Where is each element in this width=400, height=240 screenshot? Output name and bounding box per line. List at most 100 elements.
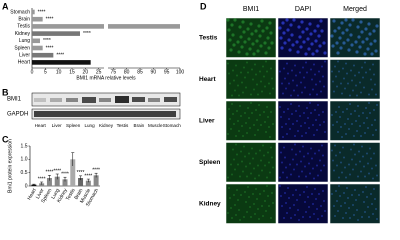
micrograph-speckle <box>365 186 367 188</box>
micrograph-speckle <box>295 110 297 112</box>
micrograph-speckle <box>283 67 285 70</box>
micrograph-speckle <box>318 149 320 152</box>
micrograph-speckle <box>262 215 264 217</box>
micrograph-speckle <box>372 63 374 66</box>
bar <box>32 16 43 22</box>
micrograph-speckle <box>341 136 343 138</box>
micrograph-speckle <box>334 65 336 68</box>
micrograph-speckle <box>344 166 346 169</box>
micrograph-speckle <box>291 148 293 151</box>
micrograph-speckle <box>371 167 373 170</box>
micrograph-speckle <box>268 205 270 207</box>
figure: A B C D 0 5 10 15 20 25 75 80 85 90 95 100 BMI1 mRNA… <box>2 1 381 224</box>
micrograph-speckle <box>271 192 273 194</box>
micrograph-speckle <box>231 94 233 97</box>
lane-label: Stomach <box>163 123 182 128</box>
micrograph-speckle <box>338 176 340 179</box>
micrograph-speckle <box>337 131 339 133</box>
micrograph-speckle <box>250 32 254 36</box>
micrograph-speckle <box>236 74 238 77</box>
bar <box>108 24 180 29</box>
micrograph-speckle <box>322 190 324 192</box>
micrograph-speckle <box>331 44 335 48</box>
micrograph-speckle <box>370 193 372 195</box>
micrograph-speckle <box>260 80 262 83</box>
micrograph-speckle <box>332 19 336 23</box>
micrograph-speckle <box>331 114 333 116</box>
micrograph-speckle <box>291 69 293 72</box>
micrograph-speckle <box>255 188 257 190</box>
micrograph-speckle <box>367 22 371 26</box>
y-tick-label: 0.5 <box>21 170 28 176</box>
micrograph-speckle <box>242 30 246 34</box>
micrograph-speckle <box>366 117 368 119</box>
micrograph-speckle <box>272 202 274 204</box>
x-tick-label: Testis <box>65 187 77 202</box>
micrograph-speckle <box>338 185 340 187</box>
micrograph-speckle <box>316 24 320 28</box>
micrograph-speckle <box>272 123 274 125</box>
micrograph-speckle <box>259 44 263 48</box>
micrograph-speckle <box>349 217 351 219</box>
micrograph-speckle <box>301 135 303 137</box>
micrograph-speckle <box>349 103 351 105</box>
micrograph-speckle <box>227 133 229 135</box>
micrograph-speckle <box>233 123 235 125</box>
micrograph-speckle <box>359 20 363 24</box>
micrograph-speckle <box>235 135 237 137</box>
micrograph-speckle <box>323 121 325 123</box>
x-tick-label: 75 <box>111 69 117 75</box>
micrograph-speckle <box>255 152 257 155</box>
micrograph-speckle <box>346 187 348 189</box>
micrograph-speckle <box>316 93 318 96</box>
micrograph-speckle <box>227 28 231 32</box>
micrograph-speckle <box>331 149 333 152</box>
micrograph-speckle <box>285 202 287 204</box>
micrograph-speckle <box>343 192 345 194</box>
micrograph-speckle <box>269 171 271 174</box>
micrograph-speckle <box>229 118 231 120</box>
micrograph-speckle <box>367 162 369 165</box>
micrograph-speckle <box>232 113 234 115</box>
micrograph-speckle <box>242 135 244 137</box>
micrograph-speckle <box>294 143 296 146</box>
micrograph-speckle <box>250 172 252 175</box>
micrograph-speckle <box>369 68 371 71</box>
micrograph-speckle <box>314 152 316 155</box>
micrograph-speckle <box>240 115 242 117</box>
micrograph-speckle <box>322 41 326 45</box>
bar <box>78 178 84 186</box>
micrograph-speckle <box>259 149 261 152</box>
micrograph-speckle <box>320 90 322 93</box>
micrograph-speckle <box>279 36 283 40</box>
micrograph-speckle <box>342 41 346 45</box>
micrograph-speckle <box>363 201 365 203</box>
micrograph-speckle <box>279 70 281 73</box>
significance: **** <box>61 172 69 178</box>
micrograph-speckle <box>230 23 234 27</box>
x-tick-label: 20 <box>83 69 89 75</box>
micrograph-speckle <box>245 201 247 203</box>
micrograph-speckle <box>315 49 319 53</box>
micrograph-speckle <box>312 203 314 205</box>
micrograph <box>225 100 277 141</box>
micrograph-speckle <box>250 216 252 218</box>
micrograph-speckle <box>246 211 248 213</box>
micrograph-speckle <box>255 73 257 76</box>
micrograph-speckle <box>369 147 371 150</box>
micrograph-speckle <box>344 202 346 204</box>
micrograph-speckle <box>349 94 351 97</box>
micrograph-speckle <box>373 73 375 76</box>
micrograph-speckle <box>270 111 272 113</box>
micrograph-speckle <box>256 198 258 200</box>
micrograph-speckle <box>302 66 304 69</box>
micrograph-speckle <box>313 213 315 215</box>
micrograph-speckle <box>308 127 310 129</box>
significance: **** <box>53 168 61 174</box>
micrograph-speckle <box>354 189 356 191</box>
micrograph-speckle <box>308 206 310 208</box>
micrograph-speckle <box>257 208 259 210</box>
x-tick-label: 0 <box>31 69 34 75</box>
category-label: Brain <box>18 17 30 23</box>
micrograph-speckle <box>292 123 294 125</box>
